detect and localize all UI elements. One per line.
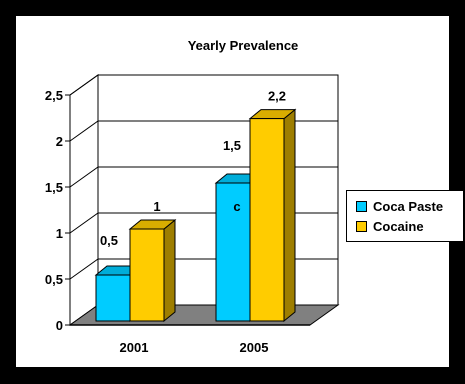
x-tick-label: 2005	[240, 340, 269, 355]
legend-swatch-cocaine	[356, 220, 367, 232]
side-wall	[69, 74, 99, 326]
bar-side	[283, 108, 296, 323]
bar	[129, 228, 165, 322]
chart-title: Yearly Prevalence	[188, 38, 299, 53]
bars	[94, 108, 297, 323]
y-tick-label: 0,5	[45, 272, 63, 287]
bar	[249, 118, 285, 322]
y-tick-label: 2,5	[45, 88, 63, 103]
data-labels: 0,5 1 c 2,2 1,5	[100, 89, 286, 248]
bar	[215, 182, 251, 322]
data-label: 1,5	[223, 138, 241, 153]
legend-swatch-coca-paste	[356, 200, 367, 212]
y-tick-label: 1,5	[45, 180, 63, 195]
legend: Coca Paste Cocaine	[346, 190, 464, 242]
data-label: 1	[153, 199, 160, 214]
legend-item-cocaine: Cocaine	[356, 218, 424, 234]
bar-side	[163, 218, 176, 323]
legend-item-coca-paste: Coca Paste	[356, 198, 444, 214]
x-tick-label: 2001	[120, 340, 149, 355]
legend-label: Coca Paste	[373, 198, 444, 214]
data-label: 0,5	[100, 233, 118, 248]
data-label: c	[233, 199, 240, 214]
gridline	[69, 74, 338, 96]
data-label: 2,2	[268, 89, 286, 104]
bar	[95, 274, 131, 322]
legend-label: Cocaine	[373, 218, 424, 234]
axes: 0 0,5 1 1,5 2 2,5 2001 2005	[45, 88, 310, 355]
y-tick-label: 1	[56, 226, 63, 241]
y-tick-label: 2	[56, 134, 63, 149]
y-tick-label: 0	[56, 318, 63, 333]
